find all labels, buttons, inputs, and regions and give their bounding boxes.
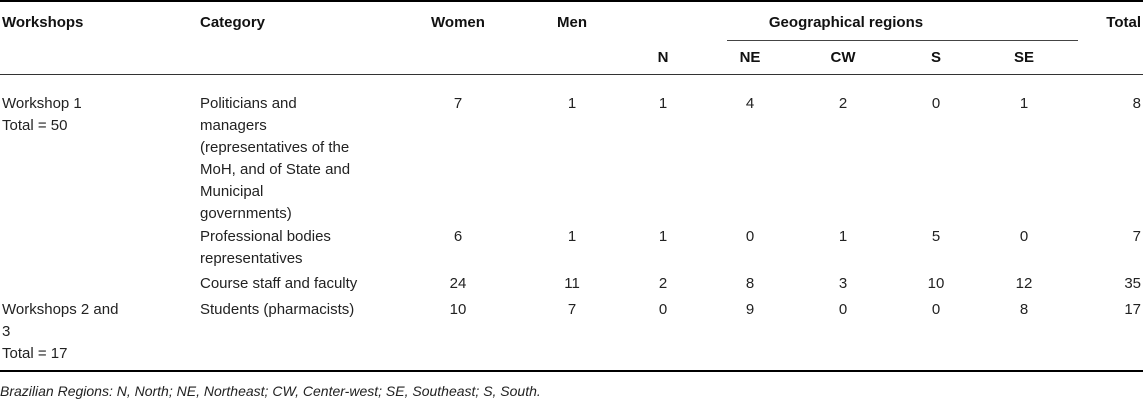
row1-s: 0 [931, 95, 941, 112]
row1-women: 7 [453, 95, 463, 112]
row4-category: Students (pharmacists) [200, 301, 355, 318]
header-region-cw: CW [830, 49, 856, 66]
row1-workshop: Workshop 1 Total = 50 [2, 95, 82, 134]
row3-men: 11 [564, 275, 580, 292]
row3-n: 2 [658, 275, 668, 292]
table-footnote: Brazilian Regions: N, North; NE, Northea… [0, 383, 541, 399]
row2-se: 0 [1019, 228, 1029, 245]
row3-women: 24 [449, 275, 467, 292]
header-region-s: S [930, 49, 942, 66]
header-region-se: SE [1013, 49, 1035, 66]
header-category: Category [200, 14, 266, 31]
row4-women: 10 [449, 301, 467, 318]
table-top-rule [0, 0, 1143, 2]
header-geographical-regions: Geographical regions [768, 14, 924, 31]
row1-se: 1 [1019, 95, 1029, 112]
row4-ne: 9 [745, 301, 755, 318]
row4-workshop: Workshops 2 and 3 Total = 17 [2, 301, 119, 362]
header-total: Total [1106, 14, 1141, 31]
row4-se: 8 [1019, 301, 1029, 318]
row1-total: 8 [1132, 95, 1141, 112]
row3-category: Course staff and faculty [200, 275, 358, 292]
row2-women: 6 [453, 228, 463, 245]
row3-cw: 3 [838, 275, 848, 292]
row2-ne: 0 [745, 228, 755, 245]
row4-cw: 0 [838, 301, 848, 318]
geographical-regions-underline [727, 40, 1078, 41]
row4-n: 0 [658, 301, 668, 318]
row3-s: 10 [927, 275, 945, 292]
header-rule [0, 74, 1143, 75]
row2-total: 7 [1132, 228, 1141, 245]
row4-s: 0 [931, 301, 941, 318]
header-women: Women [431, 14, 485, 31]
header-region-ne: NE [739, 49, 761, 66]
header-men: Men [557, 14, 587, 31]
table-bottom-rule [0, 370, 1143, 372]
row3-total: 35 [1124, 275, 1141, 292]
row1-category: Politicians and managers (representative… [200, 95, 351, 222]
row1-cw: 2 [838, 95, 848, 112]
row1-n: 1 [658, 95, 668, 112]
row4-total: 17 [1124, 301, 1141, 318]
row2-n: 1 [658, 228, 668, 245]
row2-cw: 1 [838, 228, 848, 245]
header-region-n: N [657, 49, 669, 66]
row2-men: 1 [567, 228, 577, 245]
row2-category: Professional bodies representatives [200, 228, 331, 267]
row1-men: 1 [567, 95, 577, 112]
row3-se: 12 [1015, 275, 1033, 292]
row1-ne: 4 [745, 95, 755, 112]
row2-s: 5 [931, 228, 941, 245]
header-workshops: Workshops [2, 14, 84, 31]
row4-men: 7 [567, 301, 577, 318]
row3-ne: 8 [745, 275, 755, 292]
